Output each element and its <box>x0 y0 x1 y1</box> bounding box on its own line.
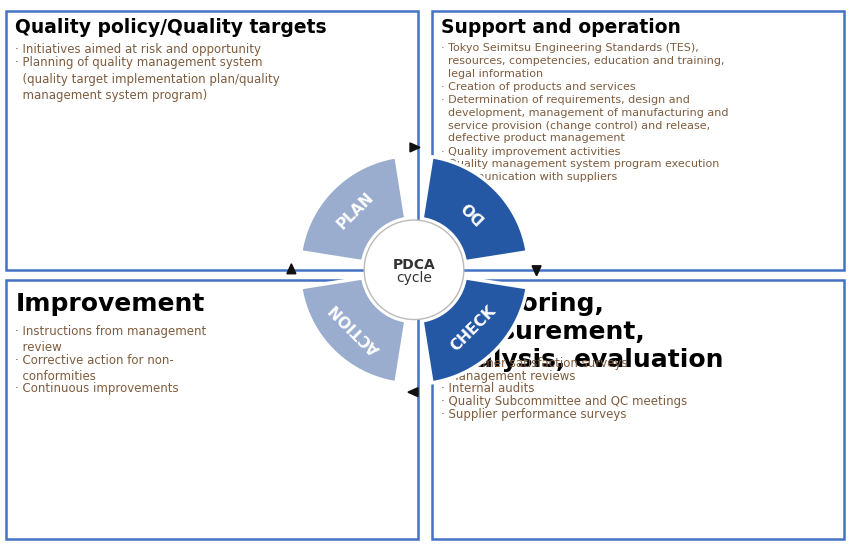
Polygon shape <box>410 143 420 152</box>
Text: · Corrective action for non-
  conformities: · Corrective action for non- conformitie… <box>15 354 174 383</box>
Text: · Continuous improvements: · Continuous improvements <box>15 383 179 396</box>
Text: · Quality management system program execution: · Quality management system program exec… <box>441 159 719 169</box>
Text: PLAN: PLAN <box>334 190 377 232</box>
Text: Improvement: Improvement <box>15 292 205 316</box>
Polygon shape <box>301 278 406 383</box>
Text: · Supplier performance surveys: · Supplier performance surveys <box>441 408 626 421</box>
Text: · Determination of requirements, design and
  development, management of manufac: · Determination of requirements, design … <box>441 95 728 143</box>
Polygon shape <box>422 157 527 262</box>
Circle shape <box>364 220 464 319</box>
Polygon shape <box>301 157 406 262</box>
Polygon shape <box>408 387 418 397</box>
Text: · Management reviews: · Management reviews <box>441 370 575 383</box>
Text: · Customer satisfaction surveys: · Customer satisfaction surveys <box>441 356 627 370</box>
Text: PDCA: PDCA <box>393 258 435 272</box>
Text: ACTION: ACTION <box>327 300 383 357</box>
Text: · Instructions from management
  review: · Instructions from management review <box>15 325 207 354</box>
Text: CHECK: CHECK <box>447 303 498 354</box>
Text: · Initiatives aimed at risk and opportunity: · Initiatives aimed at risk and opportun… <box>15 43 261 56</box>
Text: · Communication with suppliers: · Communication with suppliers <box>441 172 617 181</box>
Text: Monitoring,
measurement,
analysis, evaluation: Monitoring, measurement, analysis, evalu… <box>441 292 723 372</box>
FancyBboxPatch shape <box>6 11 418 270</box>
Polygon shape <box>422 278 527 383</box>
Text: cycle: cycle <box>396 271 432 284</box>
FancyBboxPatch shape <box>6 280 418 538</box>
Polygon shape <box>287 264 296 274</box>
Text: · Internal audits: · Internal audits <box>441 383 535 396</box>
FancyBboxPatch shape <box>432 280 844 538</box>
Text: · Creation of products and services: · Creation of products and services <box>441 82 636 93</box>
Text: · Quality improvement activities: · Quality improvement activities <box>441 147 620 156</box>
Text: DO: DO <box>458 197 487 226</box>
Text: · Quality Subcommittee and QC meetings: · Quality Subcommittee and QC meetings <box>441 395 687 408</box>
Text: Support and operation: Support and operation <box>441 19 681 37</box>
Text: Quality policy/Quality targets: Quality policy/Quality targets <box>15 19 327 37</box>
Polygon shape <box>532 266 541 276</box>
FancyBboxPatch shape <box>432 11 844 270</box>
Text: · Planning of quality management system
  (quality target implementation plan/qu: · Planning of quality management system … <box>15 56 280 102</box>
Text: · Tokyo Seimitsu Engineering Standards (TES),
  resources, competencies, educati: · Tokyo Seimitsu Engineering Standards (… <box>441 43 724 79</box>
